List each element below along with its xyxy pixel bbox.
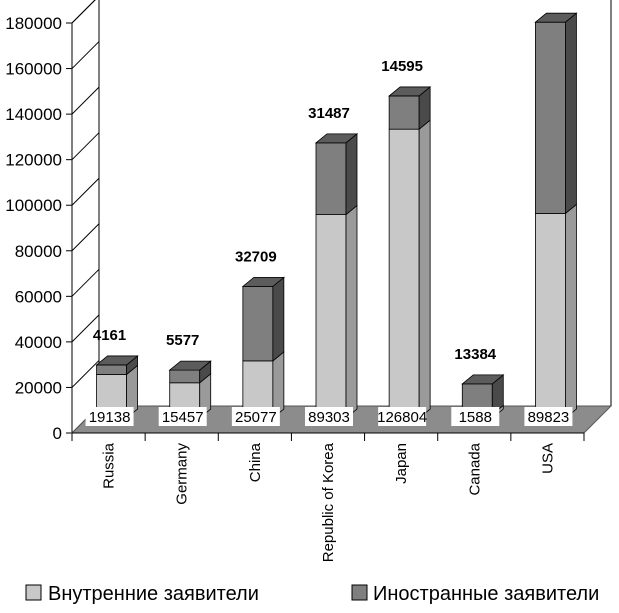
domestic-label-box — [378, 407, 427, 426]
bar-domestic-side — [565, 203, 577, 419]
x-tick-label: USA — [539, 443, 556, 474]
bar-top — [95, 355, 139, 366]
y-tick-label: 40000 — [15, 333, 62, 352]
domestic-value-label: 19138 — [89, 409, 131, 426]
x-tick-label: Republic of Korea — [320, 442, 337, 562]
domestic-value-label: 126804 — [377, 409, 427, 426]
x-tick-label: Japan — [393, 443, 410, 484]
domestic-label-box — [524, 407, 573, 426]
y-tick-label: 180000 — [5, 14, 62, 33]
x-axis: Russia Germany China Republic of Korea Japan… — [71, 432, 585, 562]
foreign-value-label: 14595 — [381, 58, 423, 75]
y-tick-label: 120000 — [5, 151, 62, 170]
bar-domestic-side — [345, 204, 358, 419]
bar-foreign — [169, 369, 201, 384]
side-wall-tick-line — [71, 223, 100, 252]
x-tick-label: Canada — [466, 442, 483, 495]
bar-domestic — [315, 214, 347, 419]
domestic-value-label: 89303 — [308, 409, 350, 426]
foreign-value-label: 5577 — [166, 332, 199, 349]
domestic-value-label: 15457 — [162, 409, 204, 426]
bar-top — [461, 374, 505, 385]
y-tick-label: 140000 — [5, 105, 62, 124]
foreign-value-label: 31487 — [308, 105, 350, 122]
bar-foreign — [388, 95, 420, 130]
bar-top — [534, 12, 578, 23]
bar-domestic-side — [418, 119, 431, 419]
bar-foreign — [242, 285, 274, 362]
data-labels: 19138 4161 15457 5577 25077 32709 89303 31487 12… — [85, 0, 573, 426]
side-wall-tick-line — [71, 86, 100, 115]
side-wall-tick-line — [71, 268, 100, 297]
bar-top — [314, 133, 359, 144]
bar-domestic — [388, 128, 420, 419]
bar-domestic — [535, 213, 566, 419]
domestic-label-box — [158, 407, 207, 426]
bar-foreign — [96, 364, 127, 375]
foreign-value-label: 83947 — [528, 0, 570, 1]
y-tick-label: 80000 — [15, 242, 62, 261]
x-tick-label: China — [247, 442, 264, 482]
bar-foreign — [315, 142, 347, 215]
x-tick-label: Germany — [174, 443, 191, 505]
side-wall-tick-line — [71, 314, 100, 343]
x-tick-label: Russia — [101, 442, 118, 489]
bar-top — [388, 86, 432, 97]
domestic-label-box — [305, 407, 353, 426]
bar-foreign — [535, 21, 566, 214]
legend-swatch-domestic — [25, 584, 42, 601]
domestic-label-box — [231, 407, 280, 426]
y-tick-label: 100000 — [5, 196, 62, 215]
y-tick-label: 20000 — [15, 378, 62, 397]
bar-foreign-side — [345, 133, 358, 216]
domestic-value-label: 25077 — [235, 409, 277, 426]
domestic-label-box — [85, 407, 134, 426]
legend-swatch-foreign — [351, 584, 368, 601]
bar-top — [241, 276, 285, 287]
side-wall-tick-line — [71, 360, 100, 388]
side-wall-tick-line — [71, 132, 100, 161]
y-axis: 0 20000 40000 60000 80000 100000 120000 140000 1… — [5, 0, 100, 443]
bar-foreign-side — [272, 276, 285, 362]
y-tick-label: 0 — [53, 424, 62, 443]
foreign-value-label: 32709 — [235, 248, 277, 265]
foreign-value-label: 4161 — [93, 327, 126, 344]
y-tick-label: 60000 — [15, 287, 62, 306]
side-wall-tick-line — [71, 177, 100, 206]
side-wall-tick-line — [71, 41, 100, 69]
legend: Внутренние заявители Иностранные заявител… — [25, 583, 599, 605]
y-tick-label: 160000 — [5, 60, 62, 79]
legend-label-domestic: Внутренние заявители — [48, 583, 259, 605]
legend-label-foreign: Иностранные заявители — [373, 583, 599, 605]
bar-foreign-side — [565, 12, 577, 215]
bar-top — [168, 360, 212, 371]
side-wall-tick-line — [71, 0, 96, 24]
domestic-value-label: 89823 — [528, 409, 570, 426]
domestic-value-label: 1588 — [459, 409, 492, 426]
domestic-label-box — [451, 407, 500, 426]
foreign-value-label: 13384 — [454, 346, 496, 363]
